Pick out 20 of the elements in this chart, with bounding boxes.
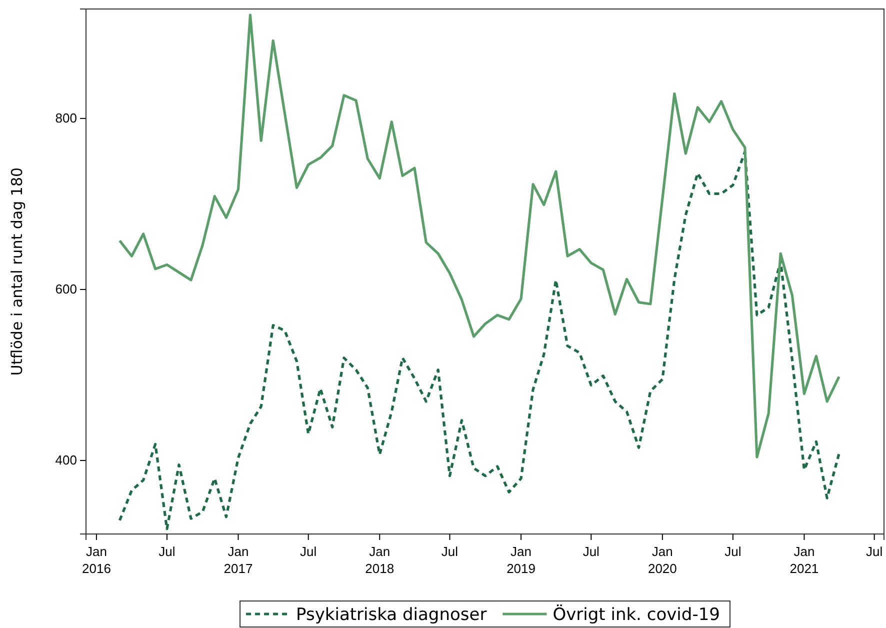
x-tick-label: Jul — [582, 544, 600, 559]
x-tick-label: Jan 2017 — [224, 544, 253, 576]
legend-label: Övrigt ink. covid-19 — [552, 604, 720, 625]
y-tick-label: 800 — [55, 110, 77, 126]
x-tick-label: Jan 2016 — [82, 544, 111, 576]
line-series — [118, 14, 840, 458]
legend-label: Psykiatriska diagnoser — [296, 605, 487, 625]
x-tick-label: Jan 2020 — [648, 544, 677, 576]
x-tick-label: Jan 2021 — [790, 544, 819, 576]
x-tick-label: Jul — [158, 544, 176, 559]
x-tick-label: Jan 2018 — [365, 544, 394, 576]
x-tick-label: Jul — [441, 544, 458, 559]
y-axis-title: Utflöde i antal runt dag 180 — [8, 167, 26, 376]
line-series — [118, 150, 840, 530]
y-tick-label: 600 — [55, 282, 77, 297]
x-tick-label: Jul — [300, 544, 317, 559]
x-tick-label: Jul — [866, 544, 883, 559]
x-tick-label: Jan 2019 — [506, 544, 536, 576]
x-tick-label: Jul — [724, 544, 742, 559]
y-tick-label: 400 — [55, 452, 77, 468]
